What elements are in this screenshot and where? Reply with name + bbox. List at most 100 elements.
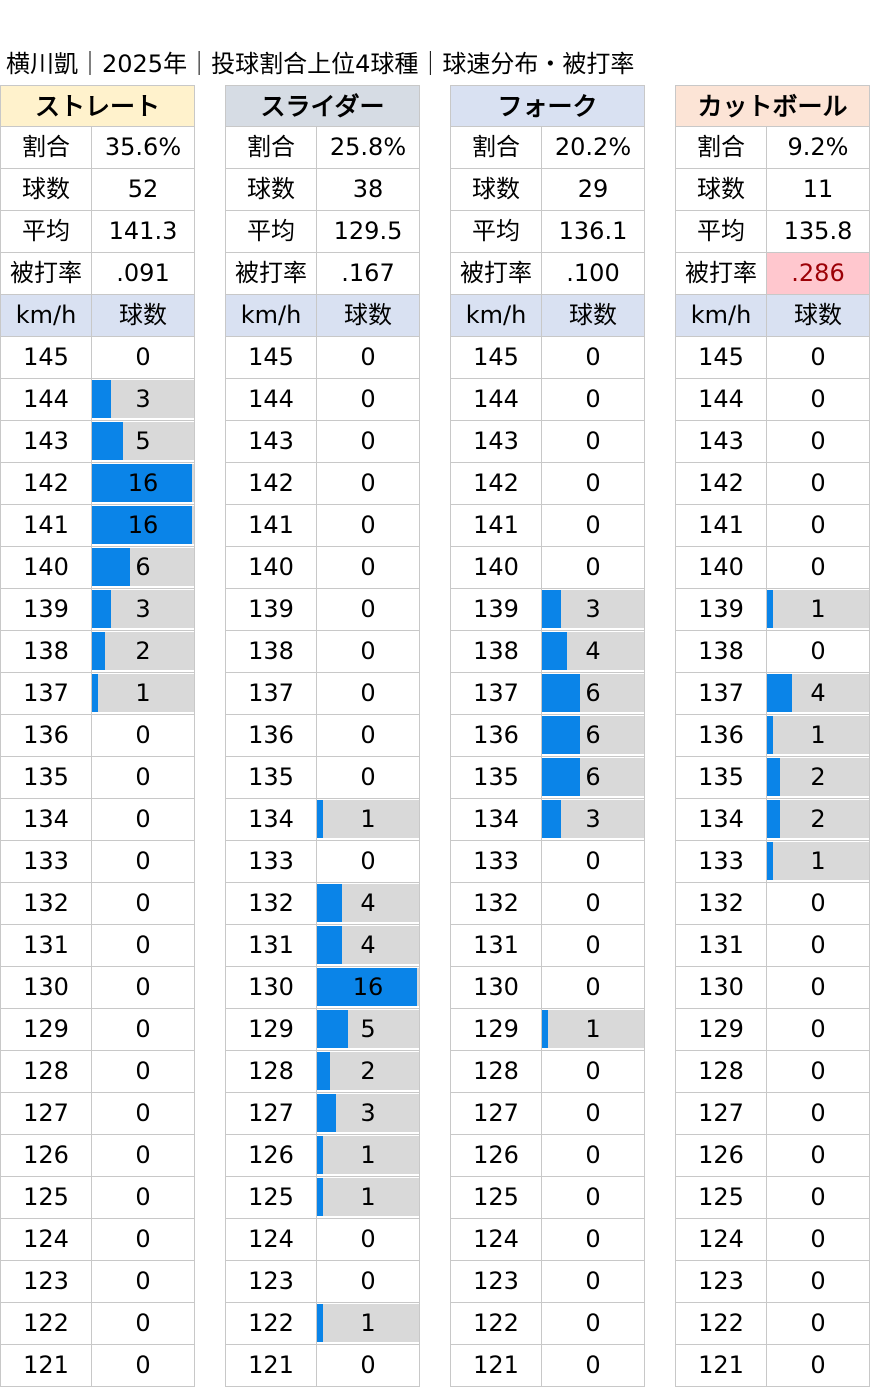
- count-cell: 0: [767, 505, 870, 547]
- bar-background: [767, 590, 869, 628]
- count-cell: 1: [542, 1009, 645, 1051]
- bar: [92, 464, 192, 502]
- count-cell: 0: [542, 505, 645, 547]
- count-cell: 0: [92, 337, 195, 379]
- count-cell: 0: [92, 715, 195, 757]
- speed-label: 127: [675, 1093, 767, 1135]
- speed-label: 133: [225, 841, 317, 883]
- stat-label-avg: 平均: [675, 211, 767, 253]
- bar: [92, 506, 192, 544]
- stat-label-count: 球数: [0, 169, 92, 211]
- bar-value-label: 0: [135, 721, 151, 749]
- bar-value-label: 0: [360, 763, 376, 791]
- speed-label: 128: [0, 1051, 92, 1093]
- count-cell: 0: [317, 1345, 420, 1387]
- bar-value-label: 2: [360, 1057, 376, 1085]
- bar-value-label: 1: [810, 721, 826, 749]
- bar-value-label: 0: [810, 973, 826, 1001]
- count-cell: 0: [767, 547, 870, 589]
- count-column-header: 球数: [92, 295, 195, 337]
- bar-value-label: 5: [135, 427, 151, 455]
- count-cell: 3: [542, 799, 645, 841]
- stat-label-count: 球数: [225, 169, 317, 211]
- speed-column-header: km/h: [675, 295, 767, 337]
- count-cell: 0: [542, 967, 645, 1009]
- stat-value-count: 11: [767, 169, 870, 211]
- stat-value-ratio: 9.2%: [767, 127, 870, 169]
- speed-label: 138: [675, 631, 767, 673]
- speed-label: 143: [225, 421, 317, 463]
- bar: [317, 1094, 336, 1132]
- panel-2: スライダー 割合 25.8% 球数 38 平均 129.5 被打率 .167 km/h 球数 145 0…: [225, 85, 420, 1387]
- speed-label: 126: [225, 1135, 317, 1177]
- speed-label: 127: [0, 1093, 92, 1135]
- speed-label: 140: [450, 547, 542, 589]
- count-cell: 0: [767, 1135, 870, 1177]
- bar-value-label: 0: [810, 1183, 826, 1211]
- count-cell: 0: [767, 463, 870, 505]
- count-cell: 1: [767, 841, 870, 883]
- stat-value-avg: 129.5: [317, 211, 420, 253]
- bar-value-label: 0: [135, 1141, 151, 1169]
- stat-label-ratio: 割合: [0, 127, 92, 169]
- speed-label: 127: [225, 1093, 317, 1135]
- speed-label: 126: [675, 1135, 767, 1177]
- speed-label: 137: [0, 673, 92, 715]
- speed-label: 135: [0, 757, 92, 799]
- bar-value-label: 6: [585, 679, 601, 707]
- bar: [317, 1010, 348, 1048]
- count-cell: 6: [542, 757, 645, 799]
- bar-value-label: 0: [360, 721, 376, 749]
- bar-value-label: 0: [585, 1183, 601, 1211]
- bar-value-label: 0: [135, 1183, 151, 1211]
- count-cell: 1: [317, 1177, 420, 1219]
- count-cell: 0: [542, 1261, 645, 1303]
- speed-label: 123: [675, 1261, 767, 1303]
- count-cell: 0: [317, 715, 420, 757]
- count-cell: 0: [542, 1345, 645, 1387]
- bar-background: [317, 1178, 419, 1216]
- count-cell: 3: [542, 589, 645, 631]
- bar-value-label: 0: [135, 1351, 151, 1379]
- count-cell: 0: [92, 757, 195, 799]
- stat-value-count: 52: [92, 169, 195, 211]
- speed-label: 125: [675, 1177, 767, 1219]
- bar-value-label: 0: [585, 889, 601, 917]
- bar-value-label: 6: [585, 763, 601, 791]
- bar-value-label: 0: [135, 343, 151, 371]
- count-cell: 5: [317, 1009, 420, 1051]
- stat-label-ba: 被打率: [675, 253, 767, 295]
- bar-value-label: 1: [135, 679, 151, 707]
- bar-value-label: 0: [135, 1015, 151, 1043]
- count-column-header: 球数: [542, 295, 645, 337]
- count-cell: 0: [92, 967, 195, 1009]
- speed-label: 142: [225, 463, 317, 505]
- speed-label: 133: [0, 841, 92, 883]
- count-cell: 4: [767, 673, 870, 715]
- stat-label-ratio: 割合: [450, 127, 542, 169]
- bar-value-label: 0: [810, 427, 826, 455]
- bar: [92, 632, 105, 670]
- bar-value-label: 16: [127, 511, 159, 539]
- bar: [767, 716, 773, 754]
- count-cell: 5: [92, 421, 195, 463]
- stat-label-avg: 平均: [225, 211, 317, 253]
- speed-label: 129: [225, 1009, 317, 1051]
- speed-label: 133: [675, 841, 767, 883]
- bar-value-label: 3: [135, 385, 151, 413]
- count-cell: 0: [767, 1219, 870, 1261]
- bar: [542, 758, 580, 796]
- count-cell: 0: [317, 631, 420, 673]
- bar-value-label: 4: [360, 931, 376, 959]
- bar-value-label: 0: [810, 1309, 826, 1337]
- count-cell: 0: [542, 547, 645, 589]
- speed-label: 136: [0, 715, 92, 757]
- series-name: ストレート: [0, 85, 195, 127]
- bar-value-label: 0: [585, 1141, 601, 1169]
- count-cell: 0: [92, 841, 195, 883]
- count-cell: 6: [92, 547, 195, 589]
- series-name: スライダー: [225, 85, 420, 127]
- speed-label: 121: [0, 1345, 92, 1387]
- speed-label: 121: [675, 1345, 767, 1387]
- bar-background: [92, 674, 194, 712]
